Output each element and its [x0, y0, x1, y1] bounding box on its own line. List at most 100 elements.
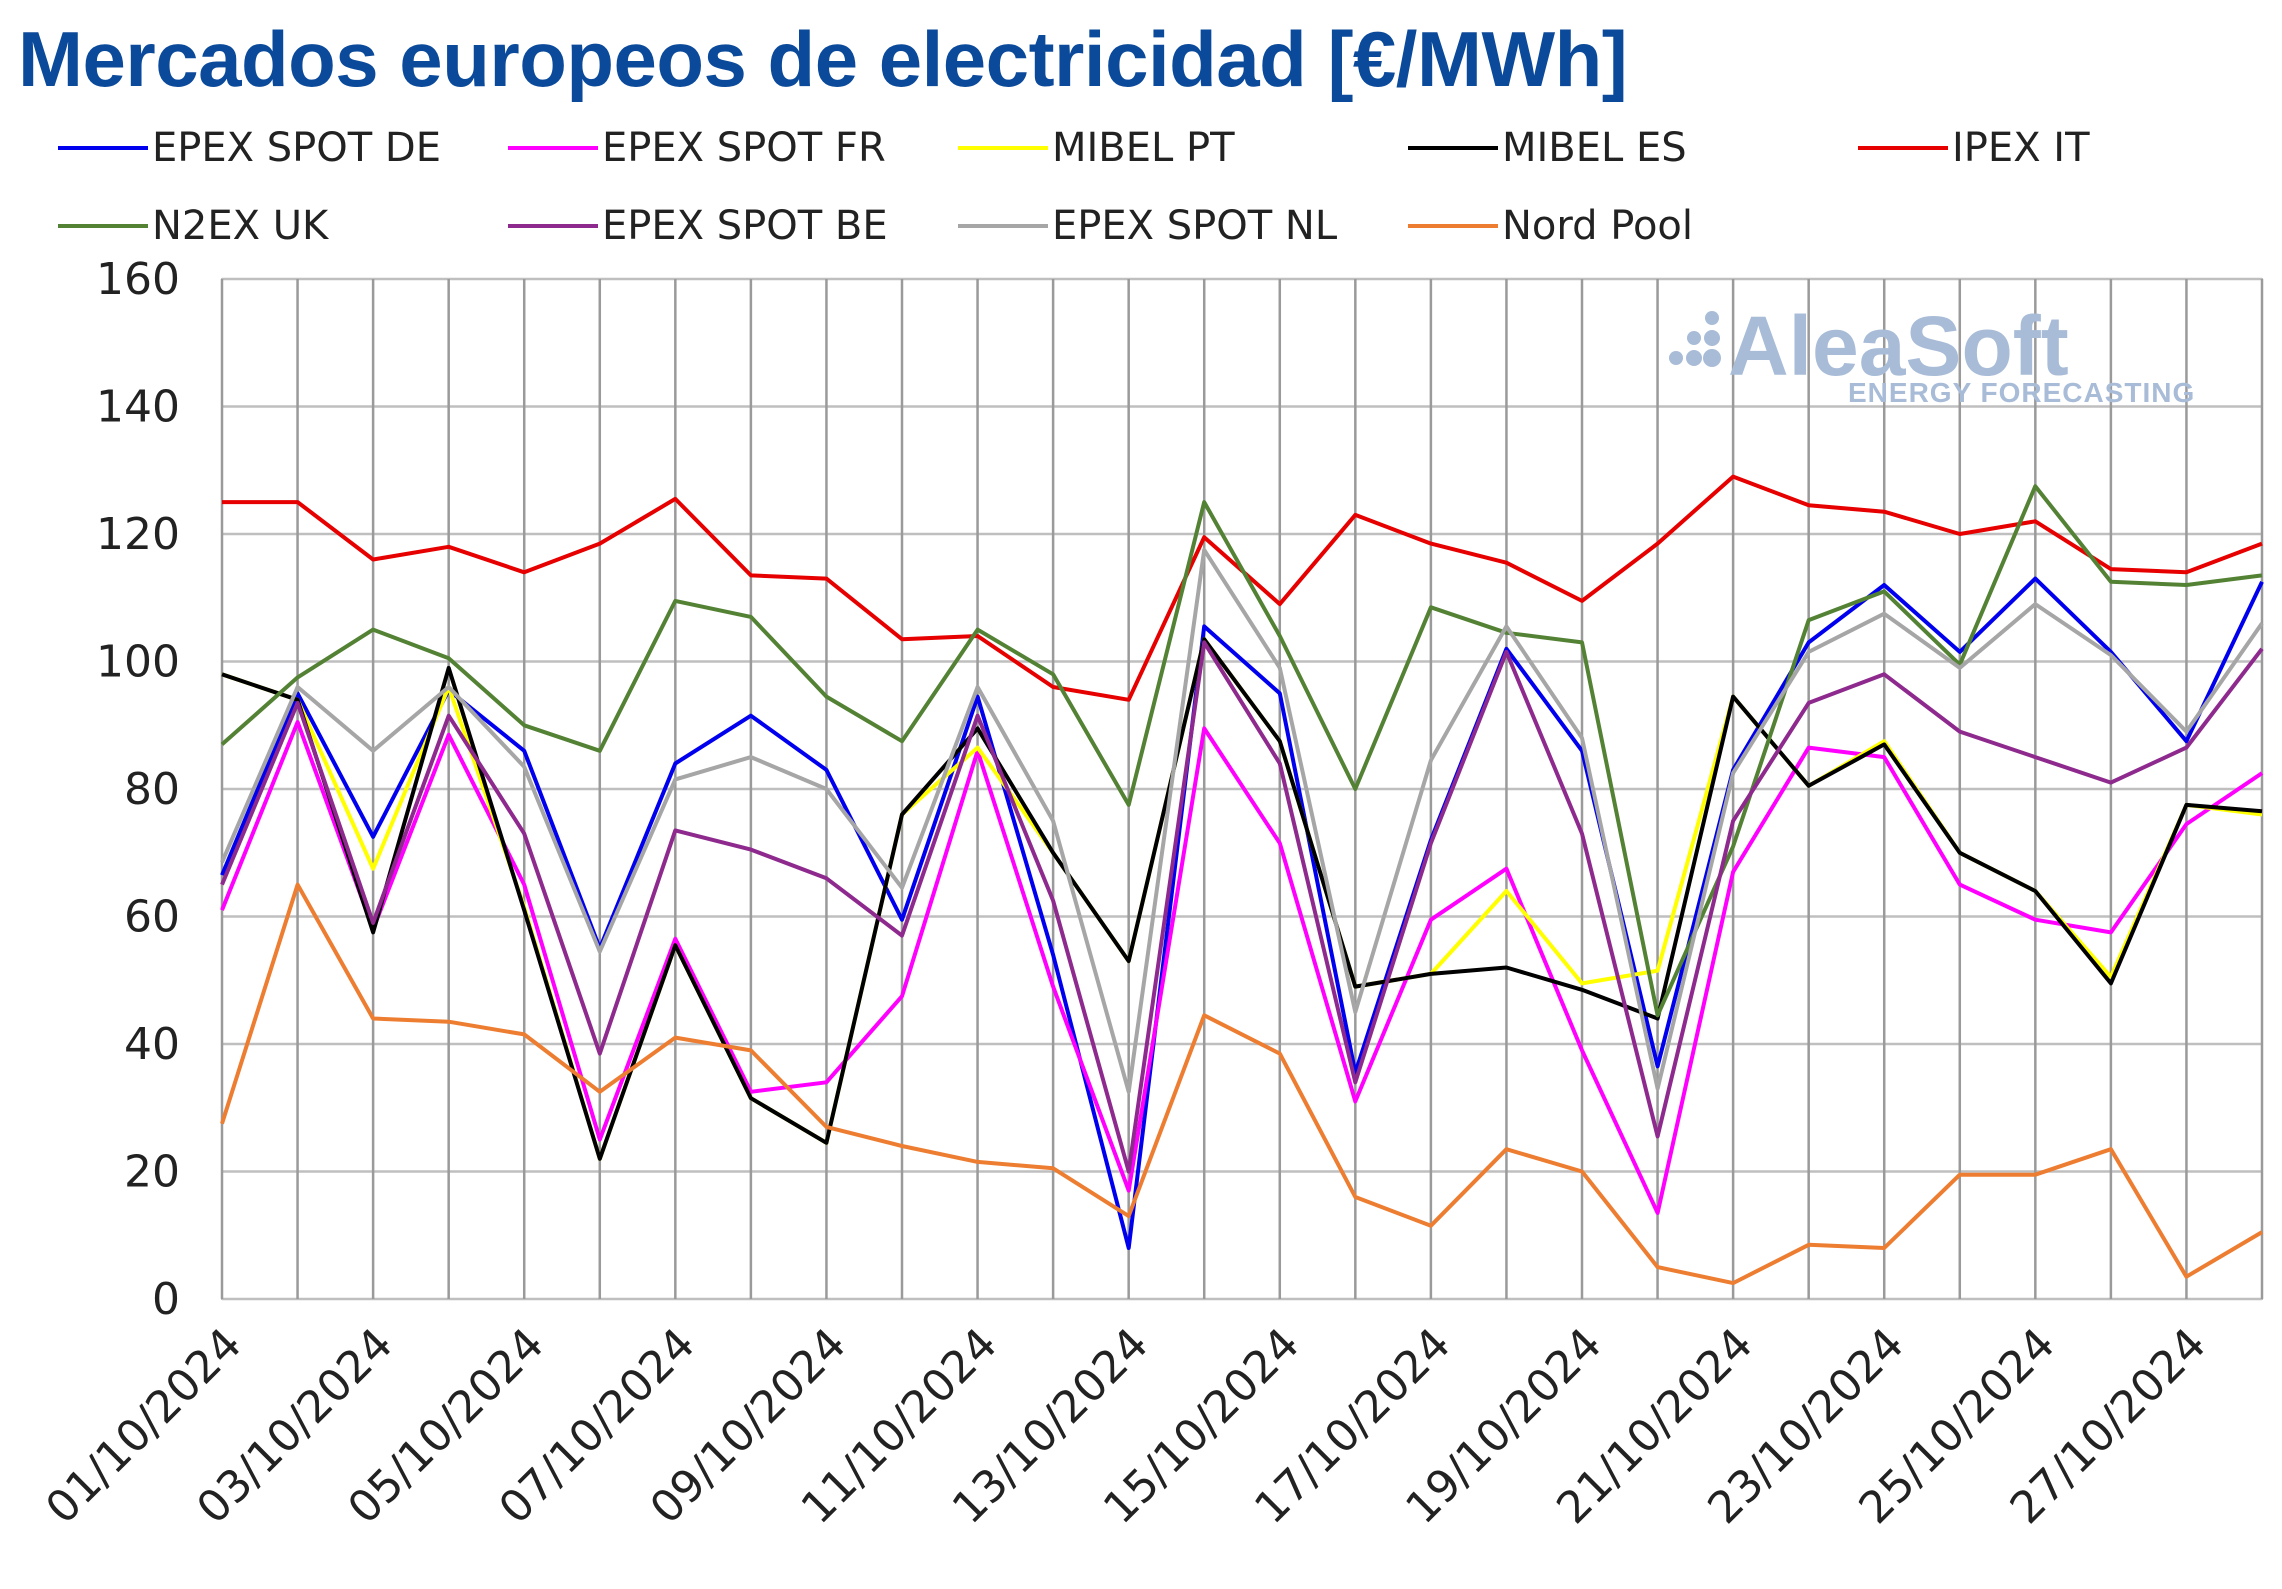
data-point — [1655, 1265, 1660, 1270]
data-point — [1580, 981, 1585, 986]
data-point — [824, 1140, 829, 1145]
series-line — [220, 576, 2264, 1250]
data-point — [1806, 649, 1811, 654]
data-point — [2033, 519, 2038, 524]
legend-swatch — [1408, 224, 1498, 228]
data-point — [2184, 570, 2189, 575]
data-point — [673, 936, 678, 941]
data-point — [1353, 787, 1358, 792]
data-point — [1277, 665, 1282, 670]
data-point — [2184, 822, 2189, 827]
data-point — [1731, 1281, 1736, 1286]
data-point — [673, 777, 678, 782]
data-point — [1882, 611, 1887, 616]
data-point — [597, 1051, 602, 1056]
data-point — [900, 885, 905, 890]
data-point — [673, 598, 678, 603]
data-point — [2184, 802, 2189, 807]
y-tick-label: 100 — [96, 637, 180, 688]
data-point — [1428, 971, 1433, 976]
data-point — [1731, 844, 1736, 849]
data-point — [1126, 1089, 1131, 1094]
legend-swatch — [1408, 146, 1498, 150]
watermark-logo: AleaSoft ENERGY FORECASTING — [1669, 299, 2194, 408]
data-point — [371, 557, 376, 562]
data-point — [1504, 889, 1509, 894]
data-point — [1580, 831, 1585, 836]
series-mibel-es — [220, 637, 2263, 1161]
data-point — [1051, 818, 1056, 823]
legend-label: IPEX IT — [1952, 125, 2090, 171]
data-point — [1731, 869, 1736, 874]
data-point — [2184, 1274, 2189, 1279]
data-point — [1957, 850, 1962, 855]
data-point — [1428, 758, 1433, 763]
data-point — [1277, 602, 1282, 607]
data-point — [522, 908, 527, 913]
data-point — [1277, 841, 1282, 846]
data-point — [1806, 1242, 1811, 1247]
data-point — [220, 908, 225, 913]
data-point — [1428, 841, 1433, 846]
data-point — [2260, 541, 2265, 546]
data-point — [975, 745, 980, 750]
legend-item: IPEX IT — [1858, 118, 2090, 178]
data-point — [522, 764, 527, 769]
data-point — [900, 933, 905, 938]
legend-swatch — [58, 224, 148, 228]
data-point — [900, 1144, 905, 1149]
y-tick-label: 140 — [96, 382, 180, 433]
legend-item: EPEX SPOT NL — [958, 196, 1337, 256]
data-point — [2033, 755, 2038, 760]
data-point — [900, 994, 905, 999]
data-point — [2260, 1230, 2265, 1235]
data-point — [748, 1048, 753, 1053]
data-point — [824, 876, 829, 881]
data-point — [1655, 1134, 1660, 1139]
data-point — [1051, 984, 1056, 989]
legend-item: MIBEL ES — [1408, 118, 1687, 178]
data-point — [1202, 726, 1207, 731]
data-point — [220, 742, 225, 747]
data-point — [1957, 1172, 1962, 1177]
series-n2ex-uk — [220, 484, 2263, 1018]
data-point — [2033, 576, 2038, 581]
data-point — [1806, 503, 1811, 508]
data-point — [1277, 761, 1282, 766]
data-point — [220, 672, 225, 677]
data-point — [1655, 968, 1660, 973]
data-point — [748, 847, 753, 852]
data-point — [1353, 1010, 1358, 1015]
y-tick-label: 20 — [124, 1147, 180, 1198]
aleasoft-dots-icon — [1669, 311, 1721, 367]
data-point — [1882, 583, 1887, 588]
legend-label: EPEX SPOT DE — [152, 125, 442, 171]
chart-legend: EPEX SPOT DE EPEX SPOT FR MIBEL PT MIBEL ES… — [0, 118, 2282, 268]
legend-swatch — [508, 146, 598, 150]
data-point — [295, 675, 300, 680]
chart-title: Mercados europeos de electricidad [€/MWh… — [18, 15, 1628, 103]
legend-item: EPEX SPOT DE — [58, 118, 441, 178]
data-point — [295, 720, 300, 725]
data-point — [2033, 602, 2038, 607]
data-point — [522, 723, 527, 728]
data-point — [597, 1156, 602, 1161]
data-point — [446, 732, 451, 737]
data-point — [2033, 917, 2038, 922]
y-tick-label: 40 — [124, 1019, 180, 1070]
data-point — [1580, 1048, 1585, 1053]
data-point — [1504, 649, 1509, 654]
watermark-brand: AleaSoft — [1728, 299, 2069, 393]
y-tick-label: 0 — [152, 1274, 180, 1325]
data-point — [446, 1019, 451, 1024]
legend-item: MIBEL PT — [958, 118, 1235, 178]
data-point — [1277, 691, 1282, 696]
series-line — [220, 640, 2264, 1174]
data-point — [295, 700, 300, 705]
legend-swatch — [508, 224, 598, 228]
data-point — [2108, 930, 2113, 935]
data-point — [2184, 729, 2189, 734]
data-point — [1202, 547, 1207, 552]
data-point — [2184, 745, 2189, 750]
legend-swatch — [58, 146, 148, 150]
